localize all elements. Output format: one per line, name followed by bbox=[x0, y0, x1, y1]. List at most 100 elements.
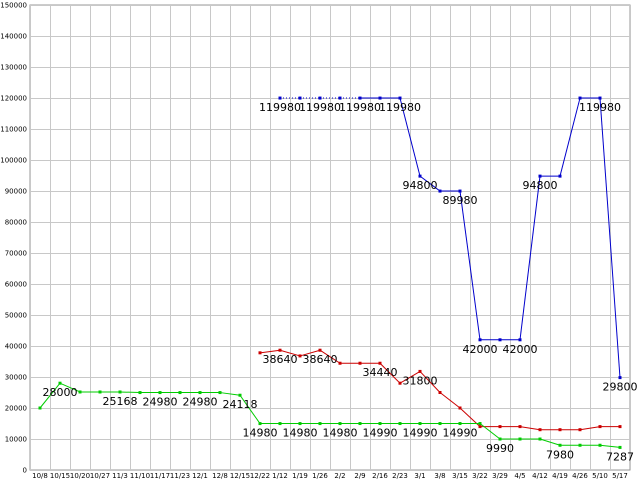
x-tick-label: 11/23 bbox=[170, 472, 190, 480]
data-point bbox=[538, 437, 542, 441]
data-point bbox=[438, 422, 442, 426]
data-label: 25168 bbox=[103, 395, 138, 408]
data-point bbox=[518, 425, 522, 429]
series-0 bbox=[278, 96, 622, 380]
x-tick-label: 11/3 bbox=[112, 472, 128, 480]
series-segment bbox=[459, 190, 481, 340]
data-point bbox=[558, 174, 562, 178]
x-tick-label: 2/23 bbox=[392, 472, 408, 480]
data-point bbox=[458, 422, 462, 426]
x-tick-label: 12/1 bbox=[192, 472, 208, 480]
x-tick-label: 10/20 bbox=[70, 472, 90, 480]
data-point bbox=[458, 189, 462, 193]
data-label: 119980 bbox=[579, 101, 621, 114]
x-tick-label: 10/8 bbox=[32, 472, 48, 480]
data-point bbox=[578, 443, 582, 447]
data-point bbox=[498, 437, 502, 441]
series-segment bbox=[559, 97, 581, 177]
series-segment bbox=[539, 438, 561, 446]
data-point bbox=[58, 381, 62, 385]
y-tick-label: 140000 bbox=[0, 33, 27, 41]
series-segment bbox=[519, 176, 541, 340]
data-point bbox=[278, 96, 282, 100]
data-point bbox=[378, 422, 382, 426]
data-point bbox=[238, 393, 242, 397]
data-point bbox=[138, 391, 142, 395]
data-point bbox=[298, 354, 302, 358]
data-label: 94800 bbox=[523, 179, 558, 192]
data-point bbox=[338, 361, 342, 365]
series-segment bbox=[599, 444, 621, 448]
data-label: 119980 bbox=[299, 101, 341, 114]
data-point bbox=[358, 422, 362, 426]
data-label: 14990 bbox=[403, 427, 438, 440]
y-tick-label: 10000 bbox=[5, 436, 27, 444]
data-point bbox=[298, 422, 302, 426]
data-label: 119980 bbox=[339, 101, 381, 114]
x-tick-label: 3/15 bbox=[452, 472, 468, 480]
data-point bbox=[598, 443, 602, 447]
x-tick-label: 1/26 bbox=[312, 472, 328, 480]
x-tick-label: 10/15 bbox=[50, 472, 70, 480]
data-point bbox=[378, 361, 382, 365]
data-point bbox=[438, 189, 442, 193]
data-point bbox=[278, 422, 282, 426]
data-point bbox=[198, 391, 202, 395]
data-label: 38640 bbox=[263, 353, 298, 366]
data-point bbox=[218, 391, 222, 395]
data-label: 14990 bbox=[443, 427, 478, 440]
data-point bbox=[598, 425, 602, 429]
x-tick-label: 2/2 bbox=[334, 472, 345, 480]
series-segment bbox=[439, 392, 461, 409]
data-point bbox=[578, 96, 582, 100]
data-label: 24118 bbox=[223, 398, 258, 411]
x-tick-label: 4/12 bbox=[532, 472, 548, 480]
data-label: 38640 bbox=[303, 353, 338, 366]
y-tick-label: 90000 bbox=[5, 188, 27, 196]
x-tick-label: 5/10 bbox=[592, 472, 608, 480]
data-label: 14980 bbox=[323, 427, 358, 440]
y-tick-label: 70000 bbox=[5, 250, 27, 258]
data-point bbox=[618, 376, 622, 380]
data-point bbox=[458, 406, 462, 410]
data-label: 7980 bbox=[546, 448, 574, 461]
data-point bbox=[538, 428, 542, 432]
data-point bbox=[78, 390, 82, 394]
x-tick-label: 10/27 bbox=[90, 472, 110, 480]
data-label: 14980 bbox=[243, 427, 278, 440]
x-tick-label: 11/17 bbox=[150, 472, 170, 480]
data-point bbox=[358, 361, 362, 365]
data-label: 24980 bbox=[143, 396, 178, 409]
x-tick-label: 11/10 bbox=[130, 472, 150, 480]
data-point bbox=[158, 391, 162, 395]
x-tick-label: 12/15 bbox=[230, 472, 250, 480]
data-point bbox=[418, 422, 422, 426]
data-label: 94800 bbox=[403, 179, 438, 192]
series-segment bbox=[419, 175, 441, 192]
data-point bbox=[438, 391, 442, 394]
data-point bbox=[318, 96, 322, 100]
data-point bbox=[298, 96, 302, 100]
series-segment bbox=[579, 426, 601, 431]
y-tick-label: 60000 bbox=[5, 281, 27, 289]
data-point bbox=[178, 391, 182, 395]
series-segment bbox=[259, 349, 281, 354]
series-group bbox=[38, 96, 622, 449]
x-tick-label: 2/9 bbox=[354, 472, 365, 480]
series-segment bbox=[219, 392, 241, 396]
series-segment bbox=[59, 382, 81, 393]
data-label: 24980 bbox=[183, 396, 218, 409]
data-label: 119980 bbox=[379, 101, 421, 114]
data-point bbox=[558, 443, 562, 447]
series-segment bbox=[419, 371, 441, 393]
x-tick-label: 5/17 bbox=[612, 472, 628, 480]
data-point bbox=[418, 174, 422, 178]
x-tick-label: 3/1 bbox=[414, 472, 425, 480]
data-point bbox=[358, 96, 362, 100]
series-segment bbox=[279, 349, 301, 357]
data-point bbox=[278, 348, 282, 352]
y-tick-label: 130000 bbox=[0, 64, 27, 72]
x-tick-label: 12/22 bbox=[250, 472, 270, 480]
